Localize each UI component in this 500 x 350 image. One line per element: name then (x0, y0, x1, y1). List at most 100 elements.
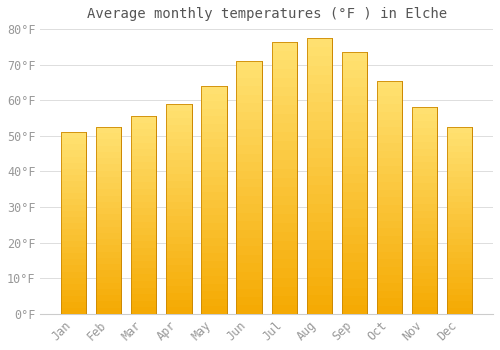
Bar (236, 238, 262, 246)
Bar (306, 286, 332, 295)
Bar (236, 179, 262, 188)
Bar (272, 232, 297, 241)
Bar (342, 87, 367, 96)
Bar (61, 290, 86, 296)
Bar (377, 244, 402, 252)
Bar (272, 187, 297, 196)
Bar (306, 277, 332, 286)
Bar (96, 239, 122, 245)
Bar (306, 130, 332, 139)
Bar (202, 185, 226, 193)
Bar (166, 272, 192, 279)
Bar (272, 96, 297, 105)
Bar (272, 78, 297, 87)
Bar (447, 127, 472, 314)
Bar (412, 286, 438, 293)
Bar (306, 231, 332, 240)
Bar (61, 223, 86, 229)
Bar (272, 278, 297, 287)
Bar (342, 209, 367, 218)
Bar (306, 75, 332, 84)
Bar (131, 149, 156, 156)
Bar (131, 261, 156, 268)
Bar (342, 261, 367, 270)
Bar (61, 162, 86, 169)
Bar (447, 214, 472, 220)
Bar (342, 296, 367, 305)
Bar (306, 295, 332, 305)
Bar (236, 95, 262, 103)
Bar (166, 293, 192, 300)
Bar (131, 288, 156, 294)
Bar (412, 224, 438, 231)
Bar (306, 38, 332, 314)
Bar (447, 301, 472, 308)
Bar (236, 221, 262, 230)
Bar (306, 148, 332, 158)
Bar (96, 127, 122, 314)
Bar (342, 166, 367, 174)
Bar (166, 237, 192, 244)
Bar (412, 142, 438, 149)
Bar (447, 183, 472, 189)
Bar (236, 196, 262, 204)
Bar (61, 259, 86, 265)
Bar (131, 254, 156, 261)
Bar (202, 162, 226, 169)
Bar (306, 167, 332, 176)
Bar (447, 245, 472, 252)
Bar (447, 208, 472, 214)
Bar (61, 229, 86, 235)
Bar (342, 113, 367, 122)
Bar (377, 81, 402, 314)
Bar (202, 193, 226, 200)
Bar (342, 183, 367, 192)
Bar (272, 241, 297, 250)
Bar (166, 132, 192, 139)
Bar (272, 160, 297, 169)
Bar (272, 123, 297, 132)
Bar (377, 127, 402, 135)
Bar (166, 209, 192, 216)
Bar (342, 52, 367, 61)
Bar (342, 78, 367, 87)
Bar (131, 162, 156, 169)
Bar (377, 143, 402, 150)
Bar (202, 246, 226, 253)
Bar (447, 239, 472, 245)
Bar (236, 128, 262, 137)
Bar (447, 276, 472, 283)
Bar (272, 105, 297, 114)
Bar (272, 42, 297, 314)
Bar (377, 174, 402, 182)
Bar (447, 127, 472, 314)
Bar (61, 308, 86, 314)
Bar (447, 139, 472, 146)
Bar (447, 196, 472, 202)
Bar (96, 258, 122, 264)
Bar (412, 114, 438, 121)
Bar (61, 296, 86, 302)
Bar (236, 204, 262, 213)
Bar (412, 197, 438, 204)
Bar (342, 279, 367, 288)
Bar (306, 56, 332, 65)
Bar (306, 259, 332, 268)
Bar (412, 300, 438, 307)
Bar (131, 222, 156, 228)
Bar (61, 132, 86, 138)
Bar (96, 283, 122, 289)
Bar (412, 231, 438, 238)
Bar (166, 244, 192, 251)
Bar (131, 176, 156, 182)
Bar (236, 61, 262, 314)
Bar (377, 166, 402, 174)
Bar (447, 164, 472, 170)
Bar (166, 146, 192, 153)
Bar (61, 138, 86, 145)
Bar (131, 202, 156, 209)
Bar (412, 204, 438, 211)
Bar (447, 189, 472, 196)
Bar (166, 286, 192, 293)
Bar (272, 87, 297, 96)
